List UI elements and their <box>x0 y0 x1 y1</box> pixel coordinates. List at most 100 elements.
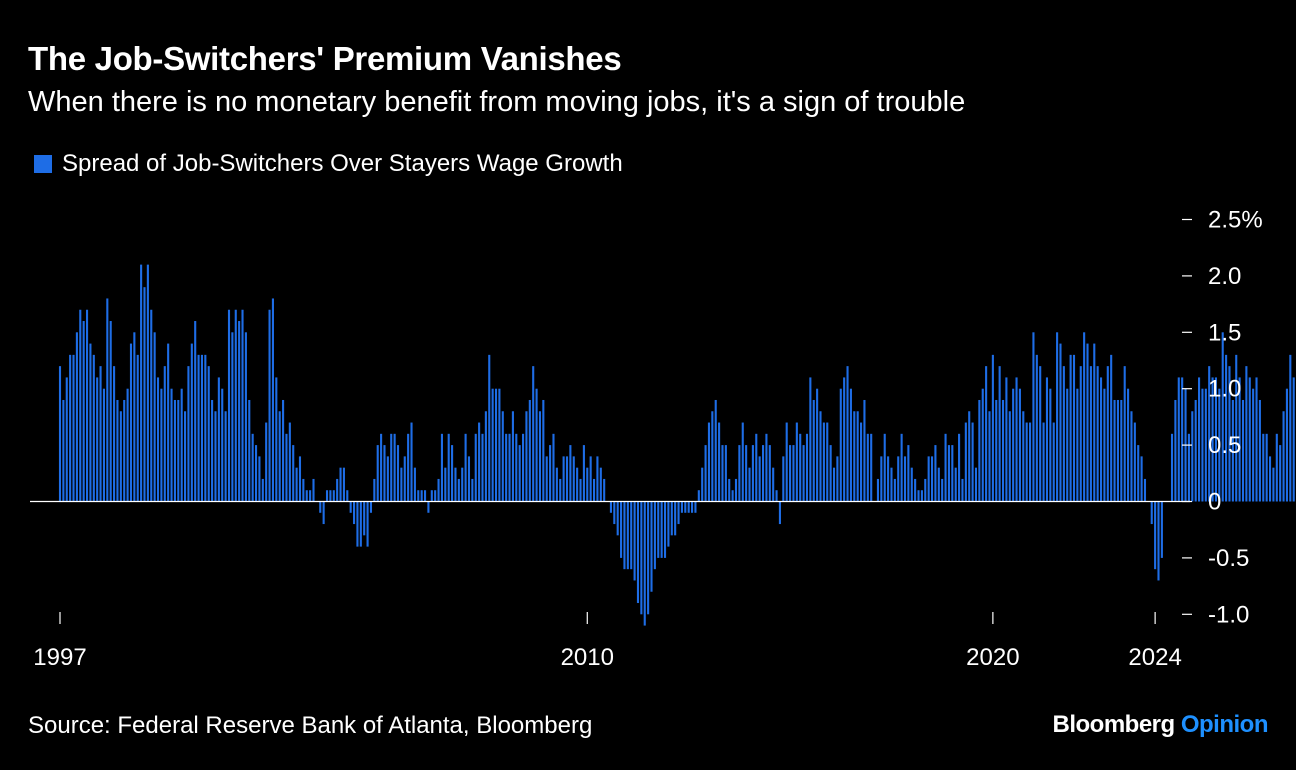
bar <box>1025 422 1028 502</box>
bar <box>1103 388 1106 502</box>
bar <box>116 399 119 502</box>
bar <box>282 399 285 502</box>
bar <box>589 456 592 502</box>
bar <box>555 467 558 502</box>
bar <box>535 388 538 502</box>
bar <box>985 366 988 502</box>
bar <box>789 445 792 502</box>
bar <box>657 501 660 558</box>
bar <box>792 445 795 502</box>
bar <box>231 332 234 502</box>
bar <box>758 456 761 502</box>
bar <box>1143 478 1147 502</box>
bar <box>454 467 457 502</box>
bar <box>1133 422 1136 502</box>
bar <box>910 467 913 502</box>
bar <box>241 309 244 502</box>
bar <box>846 366 849 502</box>
bar <box>498 388 501 502</box>
bar <box>734 478 738 502</box>
bar <box>893 478 896 502</box>
bar <box>99 366 102 502</box>
bar <box>126 388 129 502</box>
bar <box>380 433 383 502</box>
bar <box>1130 411 1133 502</box>
bar <box>974 467 978 502</box>
bar <box>1022 411 1025 502</box>
bar <box>190 343 193 502</box>
bar <box>542 399 545 502</box>
bar <box>140 264 143 502</box>
bar <box>1255 377 1258 502</box>
bar <box>518 445 521 502</box>
bar <box>924 478 927 502</box>
bar <box>1231 399 1234 502</box>
bar <box>501 411 504 502</box>
y-tick-label: 2.5% <box>1208 207 1263 234</box>
bar <box>58 366 62 502</box>
bar <box>386 456 389 502</box>
bar <box>579 478 582 502</box>
bar <box>572 456 575 502</box>
bar <box>1001 399 1005 502</box>
bar <box>447 433 450 502</box>
bar <box>1079 366 1082 502</box>
bar <box>576 467 579 502</box>
bar <box>711 411 714 502</box>
bar <box>1204 388 1207 502</box>
bar <box>1116 399 1119 502</box>
bar <box>102 388 105 502</box>
bar <box>809 377 812 502</box>
bar <box>748 467 751 502</box>
bar <box>1252 388 1255 502</box>
bar <box>1225 354 1228 502</box>
bar <box>968 411 971 502</box>
bar <box>444 467 447 502</box>
bar <box>288 422 291 502</box>
bar <box>305 490 308 502</box>
bar <box>822 422 825 502</box>
y-tick-label: -0.5 <box>1208 545 1249 572</box>
bar <box>522 433 525 502</box>
bar <box>738 445 741 502</box>
bar <box>816 388 819 502</box>
bar <box>1208 366 1211 502</box>
bar <box>782 456 785 502</box>
chart-plot: 2.5% 2.0 1.5 1.0 0.5 0 -0.5 -1.0 1997 2010 2020 202… <box>30 207 1295 671</box>
bar <box>1211 377 1214 502</box>
bar <box>515 433 518 502</box>
bar <box>400 467 403 502</box>
bar <box>728 478 731 502</box>
bar <box>393 433 396 502</box>
bar <box>1201 388 1204 502</box>
bar <box>143 287 146 502</box>
bar <box>82 321 85 502</box>
bar <box>660 501 663 558</box>
x-tick-label: 1997 <box>33 644 86 671</box>
bar <box>640 501 643 615</box>
bar <box>849 388 852 502</box>
bar <box>1069 354 1072 502</box>
bar <box>1032 332 1035 502</box>
bar <box>897 456 900 502</box>
legend: Spread of Job-Switchers Over Stayers Wag… <box>34 150 623 178</box>
bar <box>261 478 264 502</box>
x-tick-label: 2010 <box>561 644 614 671</box>
y-tick-label: 0.5 <box>1208 432 1241 459</box>
bar <box>484 411 487 502</box>
bar <box>694 501 697 513</box>
bar <box>79 309 82 502</box>
bar <box>978 399 981 502</box>
bar <box>478 422 481 502</box>
bar <box>488 354 491 502</box>
bar <box>1120 399 1123 502</box>
bar <box>1187 433 1190 502</box>
bar <box>211 399 214 502</box>
bar <box>785 422 788 502</box>
bar <box>481 433 484 502</box>
bar <box>322 501 325 525</box>
bar <box>69 354 72 502</box>
brand-name: Bloomberg <box>1052 711 1176 738</box>
x-tick-label: 2024 <box>1128 644 1181 671</box>
bar <box>505 433 508 502</box>
